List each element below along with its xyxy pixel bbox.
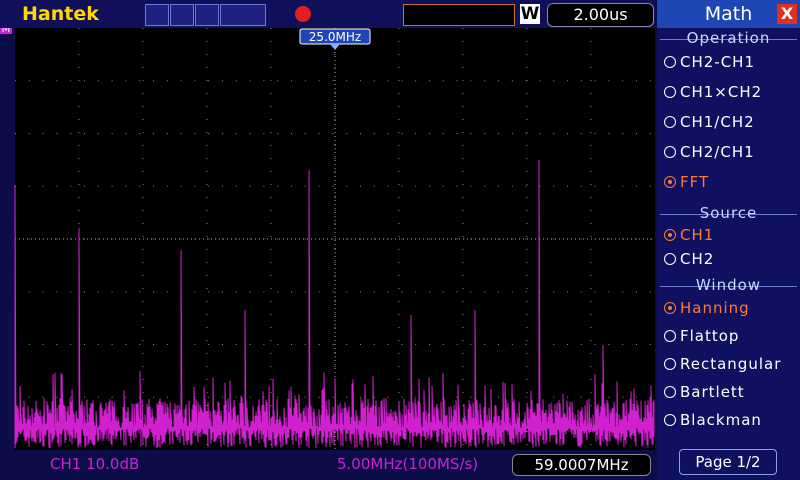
cursor-arrow	[330, 44, 340, 50]
radio	[664, 386, 676, 398]
menu-option[interactable]: Flattop	[664, 327, 739, 345]
menu-option[interactable]: CH2	[664, 250, 714, 268]
radio	[664, 330, 676, 342]
fft-trace	[14, 159, 655, 449]
timebase: 2.00us	[547, 3, 654, 27]
radio	[664, 86, 676, 98]
section-line	[660, 39, 797, 40]
menu-option[interactable]: CH2-CH1	[664, 53, 755, 71]
frequency: 59.0007MHz	[512, 454, 651, 476]
menu-option[interactable]: FFT	[664, 173, 709, 191]
icon[interactable]	[195, 4, 219, 26]
close-button[interactable]: X	[777, 4, 797, 24]
radio	[664, 253, 676, 265]
section-line	[660, 214, 797, 215]
option-label: CH1	[680, 226, 715, 244]
section-line	[660, 286, 797, 287]
option-label: CH2-CH1	[680, 53, 756, 71]
section-title: Source	[699, 204, 758, 222]
menu-option[interactable]: CH1	[664, 226, 714, 244]
option-label: Blackman	[680, 411, 762, 429]
option-label: CH1/CH2	[680, 113, 755, 131]
screen: M 25.0MHz	[0, 28, 655, 450]
menu-title: Math	[657, 0, 800, 28]
radio	[664, 302, 676, 314]
icon[interactable]	[220, 4, 266, 26]
section-title: Operation	[686, 29, 771, 47]
icon[interactable]	[170, 4, 194, 26]
menu-option[interactable]: Blackman	[664, 411, 762, 429]
menu-option[interactable]: Hanning	[664, 299, 750, 317]
record-icon[interactable]	[295, 6, 311, 22]
channel-scale: CH1 10.0dB	[50, 455, 140, 473]
section-title: Window	[695, 276, 762, 294]
math-marker: M	[2, 28, 11, 35]
option-label: CH2/CH1	[680, 143, 755, 161]
option-label: Rectangular	[680, 355, 782, 373]
radio	[664, 116, 676, 128]
memory-bar	[403, 4, 515, 26]
brand: Hantek	[22, 3, 99, 25]
option-label: CH1×CH2	[680, 83, 763, 101]
option-label: CH2	[680, 250, 715, 268]
radio	[664, 229, 676, 241]
icon[interactable]	[145, 4, 169, 26]
math-marker-bg	[0, 28, 12, 34]
menu-option[interactable]: Rectangular	[664, 355, 781, 373]
toolbar	[0, 0, 655, 28]
option-label: Flattop	[680, 327, 740, 345]
radio	[664, 176, 676, 188]
option-label: Bartlett	[680, 383, 745, 401]
option-label: Hanning	[680, 299, 750, 317]
trigger-mode[interactable]: W	[520, 4, 540, 24]
menu-panel	[657, 0, 800, 480]
radio	[664, 146, 676, 158]
radio	[664, 414, 676, 426]
radio	[664, 56, 676, 68]
cursor-label: 25.0MHz	[309, 30, 361, 44]
menu-option[interactable]: CH1/CH2	[664, 113, 755, 131]
option-label: FFT	[680, 173, 710, 191]
menu-option[interactable]: CH1×CH2	[664, 83, 762, 101]
page-button[interactable]: Page 1/2	[679, 449, 777, 475]
radio	[664, 358, 676, 370]
menu-option[interactable]: Bartlett	[664, 383, 745, 401]
menu-option[interactable]: CH2/CH1	[664, 143, 755, 161]
span: 5.00MHz(100MS/s)	[337, 455, 479, 473]
